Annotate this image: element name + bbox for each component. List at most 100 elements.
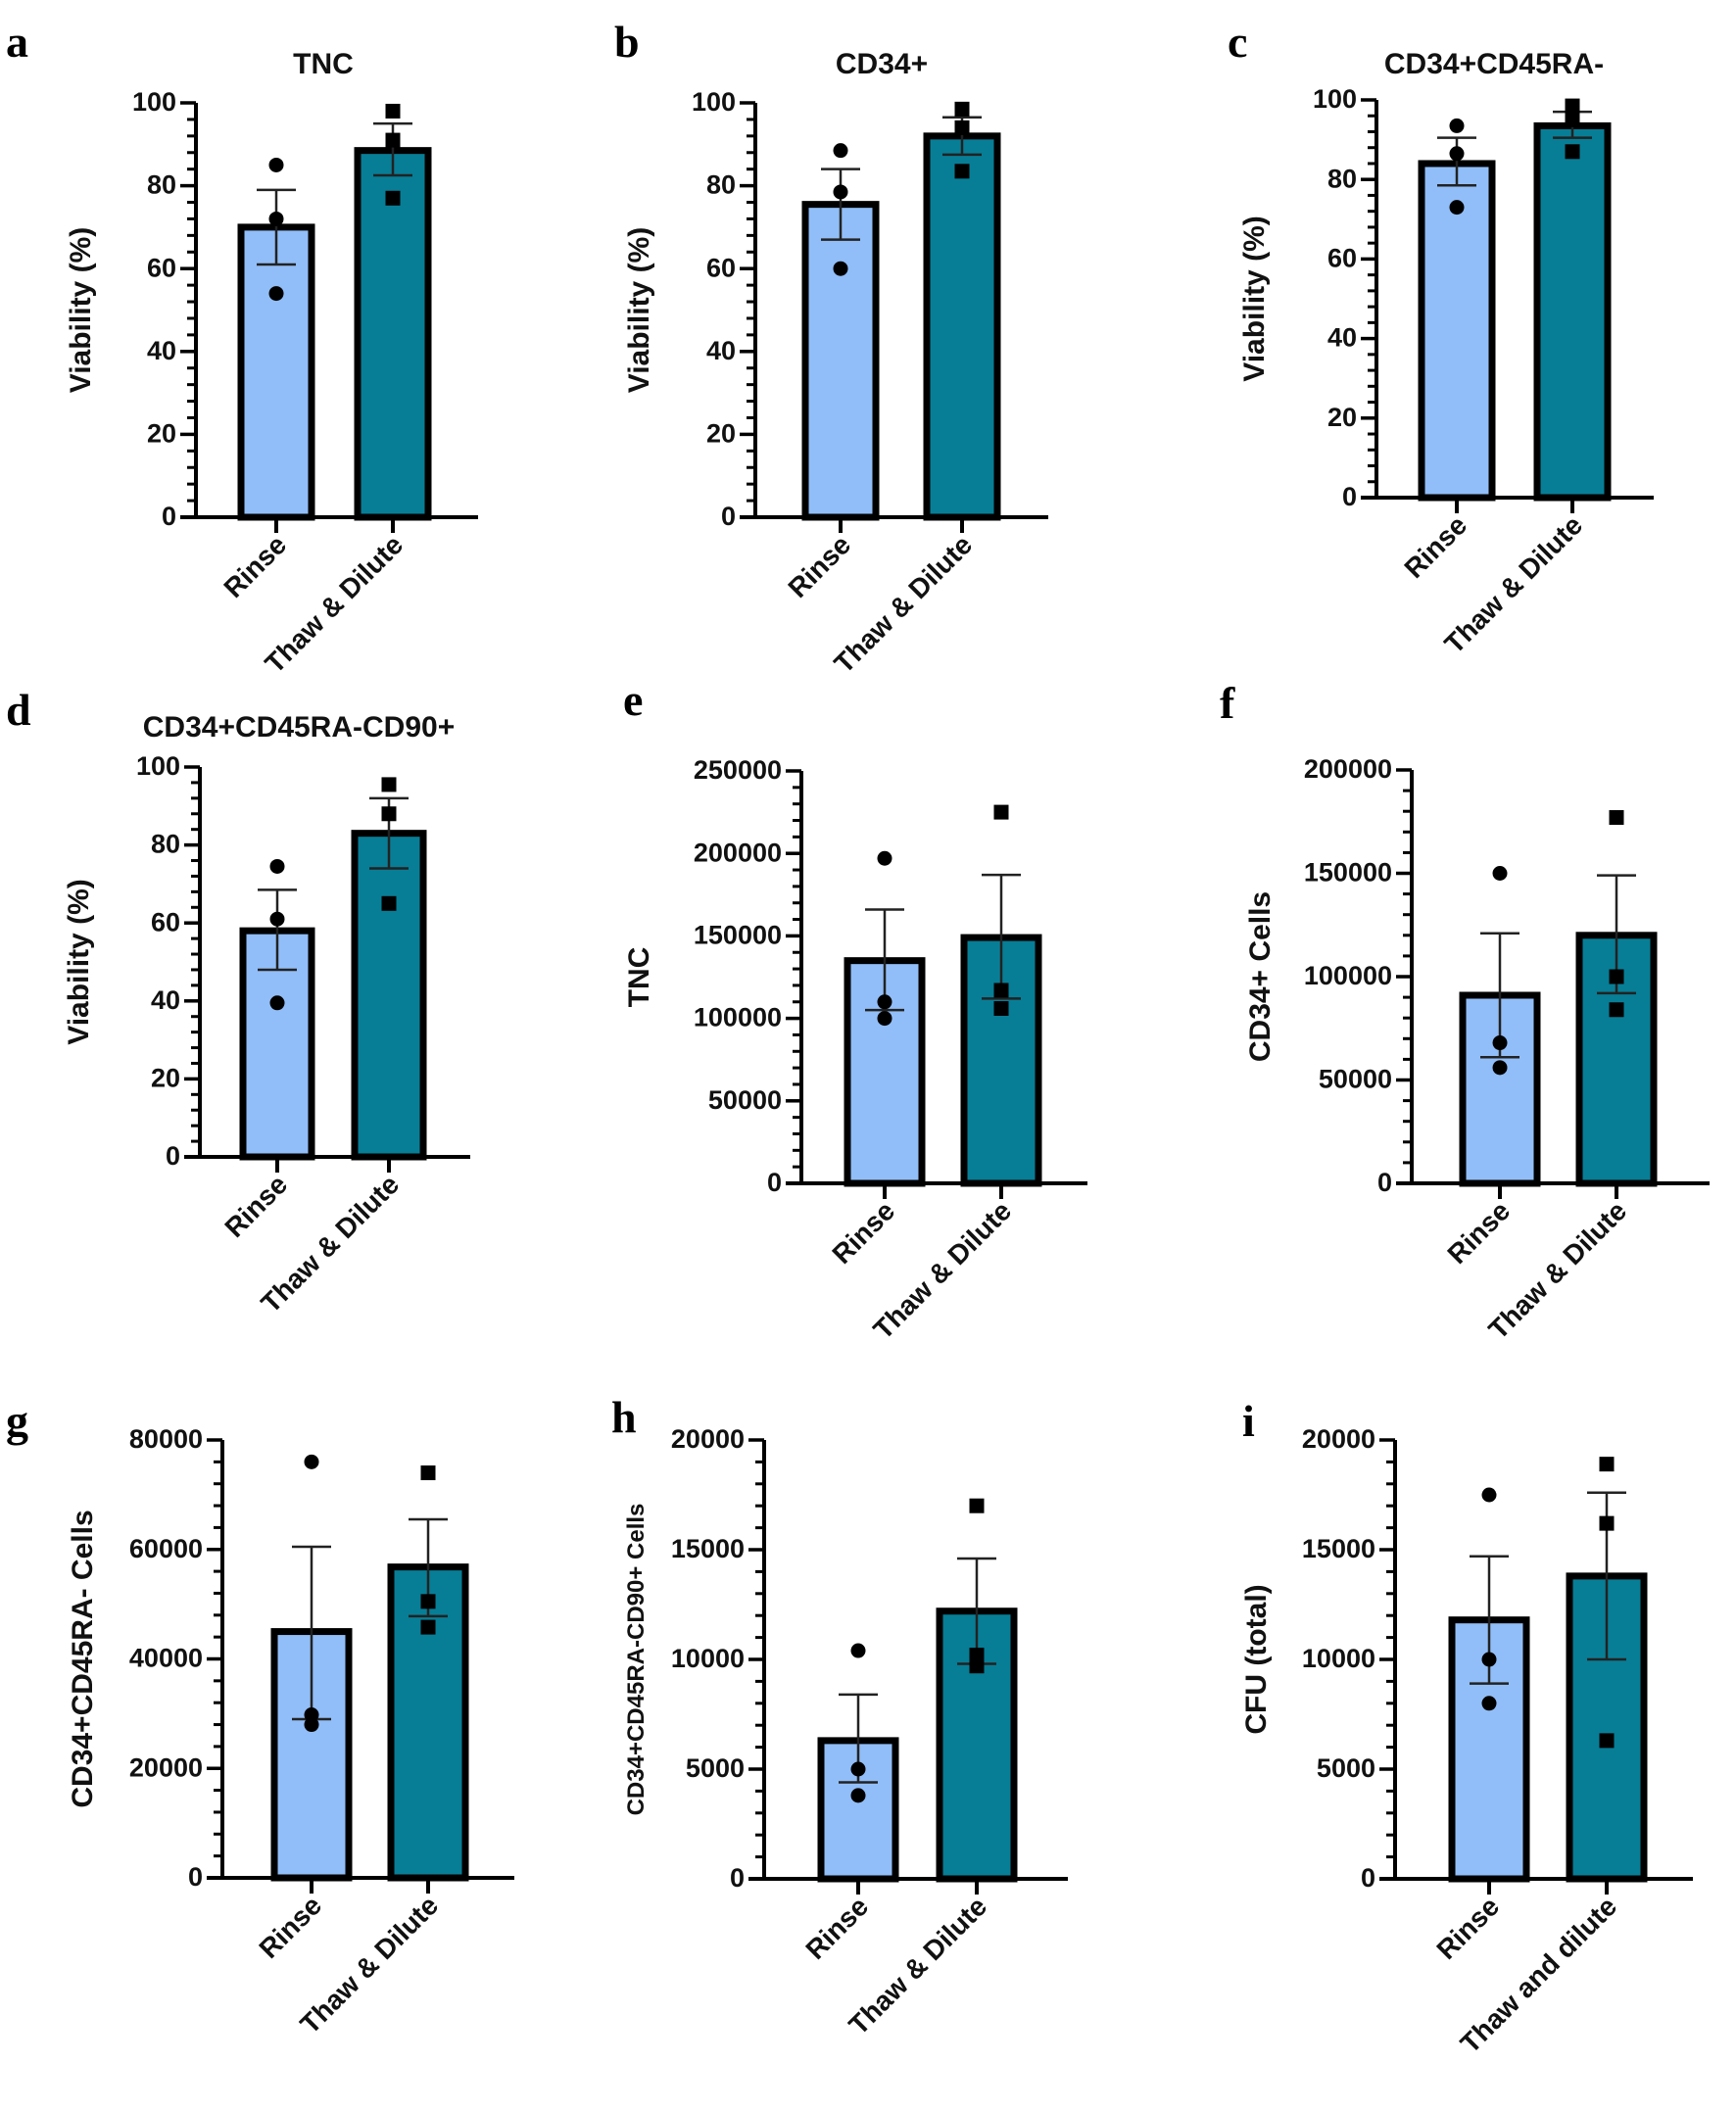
data-point-circle xyxy=(833,143,848,159)
data-point-square xyxy=(1609,810,1624,826)
data-point-circle xyxy=(833,184,848,200)
y-tick-label: 20 xyxy=(147,419,176,449)
y-tick-label: 20000 xyxy=(129,1752,203,1782)
y-tick-label: 20 xyxy=(151,1064,180,1093)
bar-thaw-dilute xyxy=(1533,121,1612,502)
y-tick-label: 0 xyxy=(767,1168,782,1197)
data-point-circle xyxy=(1449,118,1465,133)
x-tick-label: Rinse xyxy=(1398,509,1472,584)
data-point-square xyxy=(993,1000,1009,1016)
y-tick-label: 50000 xyxy=(1319,1065,1392,1094)
data-point-circle xyxy=(833,261,848,276)
y-axis-label: Viability (%) xyxy=(65,227,97,393)
y-tick-label: 80000 xyxy=(129,1424,203,1454)
data-point-square xyxy=(381,777,397,792)
y-tick-label: 40000 xyxy=(129,1644,203,1673)
y-tick-label: 0 xyxy=(188,1862,203,1892)
y-tick-label: 100 xyxy=(132,87,176,117)
data-point-circle xyxy=(268,157,284,172)
panel-letter: g xyxy=(6,1396,28,1446)
data-point-square xyxy=(993,983,1009,998)
data-point-circle xyxy=(269,911,285,927)
chart-title: TNC xyxy=(293,48,354,80)
panel-letter: b xyxy=(614,17,640,67)
data-point-circle xyxy=(850,1788,866,1803)
data-point-square xyxy=(385,190,401,206)
y-tick-label: 40 xyxy=(1327,323,1357,353)
data-point-circle xyxy=(304,1454,319,1469)
data-point-square xyxy=(1565,112,1580,127)
y-tick-label: 20 xyxy=(706,419,736,449)
y-tick-label: 80 xyxy=(151,830,180,859)
y-tick-label: 100 xyxy=(136,751,180,781)
panel-letter: a xyxy=(6,17,28,67)
bar-thaw-dilute xyxy=(923,132,1001,521)
data-point-circle xyxy=(268,286,284,302)
y-tick-label: 150000 xyxy=(694,921,782,950)
data-point-circle xyxy=(1492,866,1508,881)
y-tick-label: 100000 xyxy=(694,1003,782,1032)
data-point-circle xyxy=(1481,1652,1497,1667)
x-tick-label: Rinse xyxy=(1441,1195,1516,1270)
y-tick-label: 60000 xyxy=(129,1534,203,1563)
data-point-square xyxy=(969,1648,985,1663)
bar-thaw-dilute xyxy=(387,1563,469,1882)
y-tick-label: 0 xyxy=(1377,1168,1392,1197)
panel-letter: i xyxy=(1242,1396,1255,1446)
panel-h: h 0 5000 10000 15000 20000 CD34+CD45RA-CD90+ C… xyxy=(611,1392,1068,2040)
y-tick-label: 40 xyxy=(151,985,180,1015)
panel-g: g 0 20000 40000 60000 80000 CD34+CD45RA- Cells… xyxy=(6,1396,514,2039)
bar-rinse xyxy=(1418,160,1496,502)
chart-title: CD34+CD45RA-CD90+ xyxy=(143,711,455,744)
y-tick-label: 150000 xyxy=(1304,858,1392,888)
chart-title: CD34+CD45RA- xyxy=(1384,48,1604,80)
y-tick-label: 60 xyxy=(151,907,180,936)
data-point-circle xyxy=(269,995,285,1011)
data-point-square xyxy=(993,804,1009,820)
y-tick-label: 15000 xyxy=(671,1534,745,1563)
x-tick-label: Rinse xyxy=(253,1890,327,1964)
data-point-circle xyxy=(304,1706,319,1722)
x-tick-label: Rinse xyxy=(1430,1891,1505,1965)
data-point-square xyxy=(1599,1733,1615,1749)
y-tick-label: 10000 xyxy=(671,1644,745,1673)
x-tick-label: Rinse xyxy=(826,1195,900,1270)
y-axis-label: Viability (%) xyxy=(623,227,655,393)
panel-letter: d xyxy=(6,685,31,735)
data-point-circle xyxy=(850,1761,866,1777)
y-tick-label: 0 xyxy=(162,502,176,531)
data-point-circle xyxy=(877,1011,892,1027)
data-point-circle xyxy=(1492,1060,1508,1076)
panel-c: c CD34+CD45RA- 0 20 40 60 80 100 Viability (%) Ri… xyxy=(1228,17,1654,659)
data-point-square xyxy=(1599,1457,1615,1472)
y-tick-label: 100 xyxy=(1313,84,1357,114)
data-point-circle xyxy=(877,850,892,866)
data-point-circle xyxy=(268,211,284,226)
data-point-square xyxy=(954,101,970,117)
data-point-square xyxy=(381,806,397,822)
y-tick-label: 60 xyxy=(147,253,176,282)
panel-f: f 0 50000 100000 150000 200000 CD34+ Cells Rins… xyxy=(1220,678,1710,1345)
data-point-circle xyxy=(269,858,285,874)
data-point-square xyxy=(420,1465,436,1481)
data-point-circle xyxy=(1449,146,1465,162)
y-tick-label: 0 xyxy=(721,502,736,531)
y-tick-label: 20000 xyxy=(1302,1424,1375,1454)
y-tick-label: 5000 xyxy=(1317,1753,1375,1783)
bar-thaw-dilute xyxy=(354,147,432,521)
y-tick-label: 0 xyxy=(1342,482,1357,511)
y-tick-label: 0 xyxy=(166,1141,180,1171)
data-point-circle xyxy=(1492,1035,1508,1051)
y-axis-label: Viability (%) xyxy=(63,879,95,1044)
data-point-circle xyxy=(1481,1696,1497,1711)
panel-letter: e xyxy=(623,675,643,725)
data-point-circle xyxy=(877,994,892,1010)
y-tick-label: 15000 xyxy=(1302,1534,1375,1563)
y-tick-label: 40 xyxy=(706,336,736,365)
y-axis-label: CFU (total) xyxy=(1240,1584,1273,1734)
data-point-square xyxy=(420,1619,436,1635)
y-axis-label: Viability (%) xyxy=(1238,216,1271,381)
y-tick-label: 60 xyxy=(1327,244,1357,273)
